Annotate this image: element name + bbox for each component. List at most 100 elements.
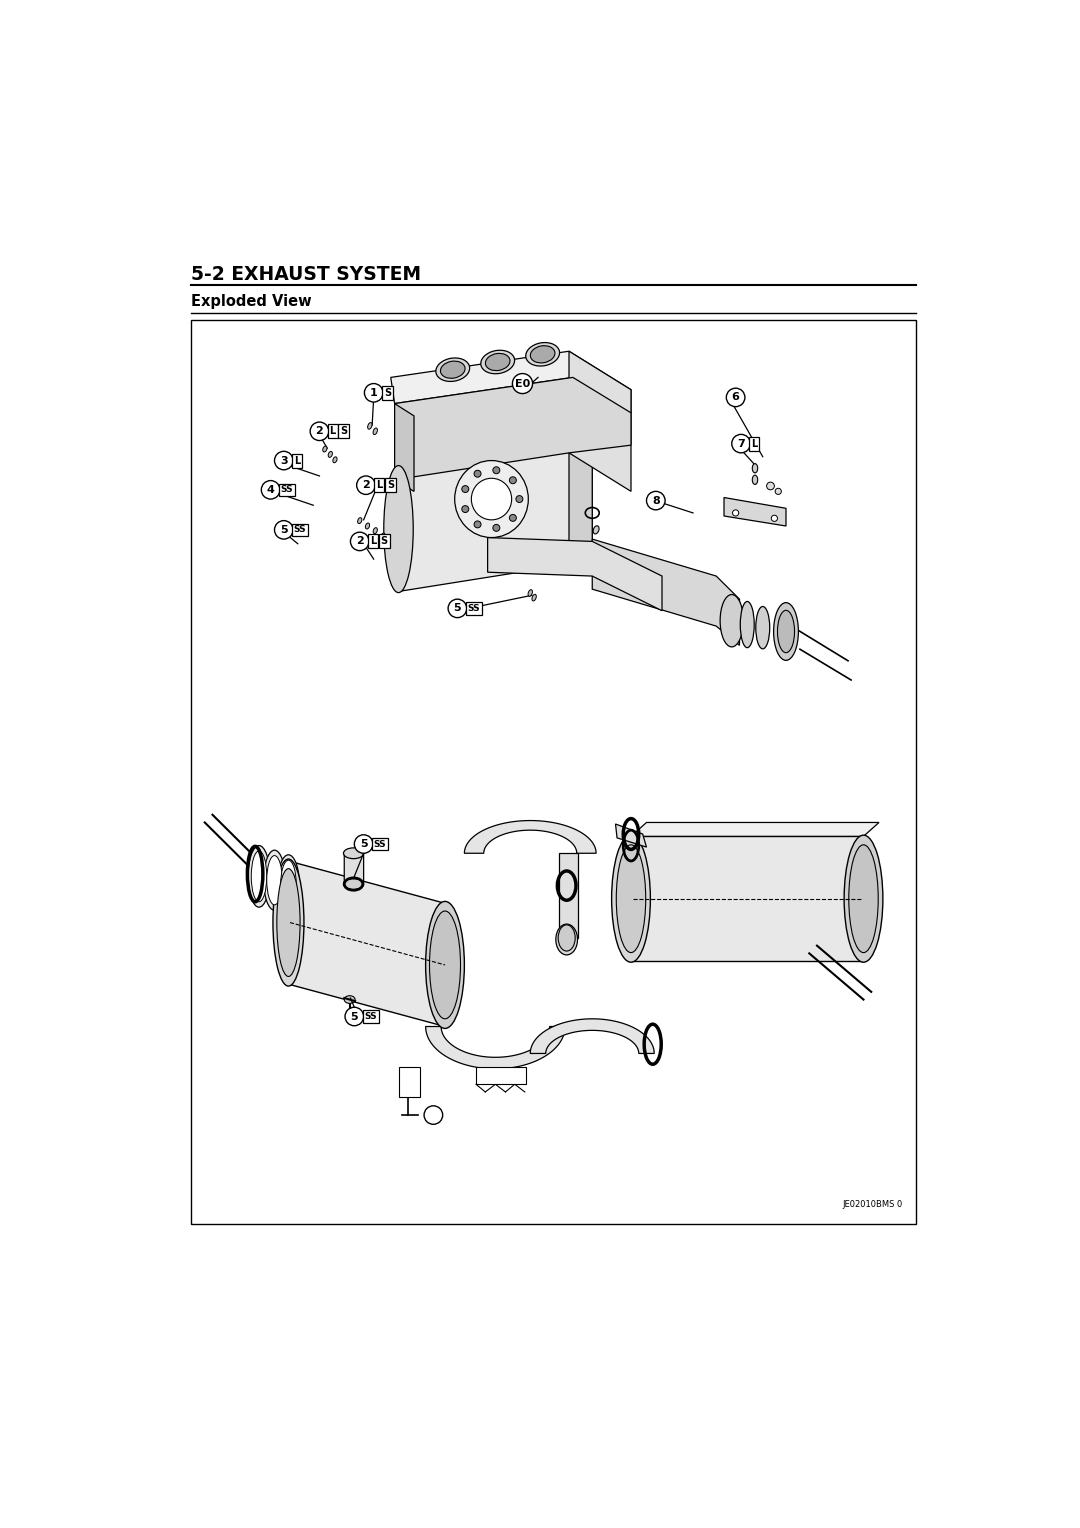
Ellipse shape	[276, 868, 300, 976]
Ellipse shape	[373, 428, 377, 434]
Polygon shape	[616, 824, 647, 847]
Circle shape	[424, 1106, 443, 1125]
Polygon shape	[631, 836, 864, 961]
Ellipse shape	[474, 471, 481, 477]
Ellipse shape	[778, 610, 795, 652]
Ellipse shape	[720, 594, 743, 646]
Ellipse shape	[510, 515, 516, 521]
Ellipse shape	[732, 510, 739, 516]
Text: JE02010BMS 0: JE02010BMS 0	[842, 1199, 902, 1209]
Circle shape	[274, 451, 293, 469]
Text: 4: 4	[267, 484, 274, 495]
Text: 7: 7	[738, 439, 745, 449]
Ellipse shape	[474, 521, 481, 527]
Text: L: L	[751, 439, 757, 449]
Polygon shape	[569, 351, 631, 492]
Circle shape	[512, 373, 532, 394]
Text: E0: E0	[515, 379, 530, 388]
Ellipse shape	[492, 524, 500, 532]
Circle shape	[310, 422, 328, 440]
Ellipse shape	[558, 924, 576, 950]
Text: 2: 2	[315, 426, 323, 437]
Ellipse shape	[471, 478, 512, 520]
Text: L: L	[376, 480, 382, 490]
Ellipse shape	[532, 594, 537, 601]
Circle shape	[345, 1007, 364, 1025]
Ellipse shape	[462, 486, 469, 492]
Text: 2: 2	[362, 480, 369, 490]
Circle shape	[261, 481, 280, 500]
Bar	[399, 1068, 420, 1097]
Text: SS: SS	[364, 1012, 377, 1021]
Ellipse shape	[481, 350, 514, 374]
Ellipse shape	[345, 996, 355, 1004]
Text: SS: SS	[468, 604, 481, 613]
Polygon shape	[592, 539, 740, 645]
Text: 5: 5	[280, 524, 287, 535]
Text: L: L	[369, 536, 376, 547]
Ellipse shape	[740, 602, 754, 648]
Text: SS: SS	[374, 839, 387, 848]
Polygon shape	[394, 403, 414, 492]
Circle shape	[350, 532, 369, 550]
Ellipse shape	[756, 607, 770, 649]
Bar	[476, 1068, 526, 1085]
Text: 2: 2	[356, 536, 364, 547]
Ellipse shape	[333, 457, 337, 463]
Ellipse shape	[343, 879, 364, 889]
Circle shape	[448, 599, 467, 617]
Text: S: S	[340, 426, 348, 437]
Ellipse shape	[328, 451, 333, 457]
Circle shape	[732, 434, 751, 452]
Ellipse shape	[374, 527, 377, 533]
Text: 1: 1	[369, 388, 378, 397]
Text: 3: 3	[280, 455, 287, 466]
Ellipse shape	[771, 515, 778, 521]
Text: SS: SS	[281, 486, 294, 495]
Text: 5: 5	[454, 604, 461, 613]
Circle shape	[356, 475, 375, 495]
Ellipse shape	[530, 345, 555, 364]
Text: 5-2 EXHAUST SYSTEM: 5-2 EXHAUST SYSTEM	[191, 264, 421, 284]
Ellipse shape	[767, 483, 774, 490]
Ellipse shape	[462, 506, 469, 512]
Ellipse shape	[516, 495, 523, 503]
Ellipse shape	[526, 342, 559, 367]
Ellipse shape	[753, 463, 758, 472]
Circle shape	[647, 492, 665, 510]
Ellipse shape	[485, 353, 510, 371]
Circle shape	[364, 384, 383, 402]
Ellipse shape	[426, 902, 464, 1028]
Ellipse shape	[323, 446, 327, 452]
Text: S: S	[383, 388, 391, 397]
Circle shape	[727, 388, 745, 406]
Circle shape	[274, 521, 293, 539]
Circle shape	[354, 834, 373, 853]
Ellipse shape	[343, 848, 364, 859]
Text: 6: 6	[731, 393, 740, 402]
Ellipse shape	[775, 489, 781, 495]
Text: L: L	[294, 455, 300, 466]
Text: 8: 8	[652, 495, 660, 506]
Ellipse shape	[773, 602, 798, 660]
Text: S: S	[380, 536, 388, 547]
Ellipse shape	[267, 856, 282, 905]
Ellipse shape	[455, 460, 528, 538]
Ellipse shape	[281, 860, 296, 908]
Polygon shape	[391, 351, 631, 413]
Text: Exploded View: Exploded View	[191, 295, 311, 310]
Text: 5: 5	[360, 839, 367, 850]
Ellipse shape	[436, 358, 470, 382]
Ellipse shape	[556, 924, 578, 955]
Ellipse shape	[611, 836, 650, 963]
Ellipse shape	[365, 523, 369, 529]
Ellipse shape	[753, 475, 758, 484]
Polygon shape	[488, 538, 662, 611]
Ellipse shape	[252, 851, 267, 902]
Bar	[191, 319, 916, 1224]
Polygon shape	[631, 822, 879, 836]
Ellipse shape	[845, 836, 882, 963]
Ellipse shape	[381, 533, 386, 539]
Polygon shape	[288, 860, 445, 1027]
Polygon shape	[345, 851, 364, 886]
